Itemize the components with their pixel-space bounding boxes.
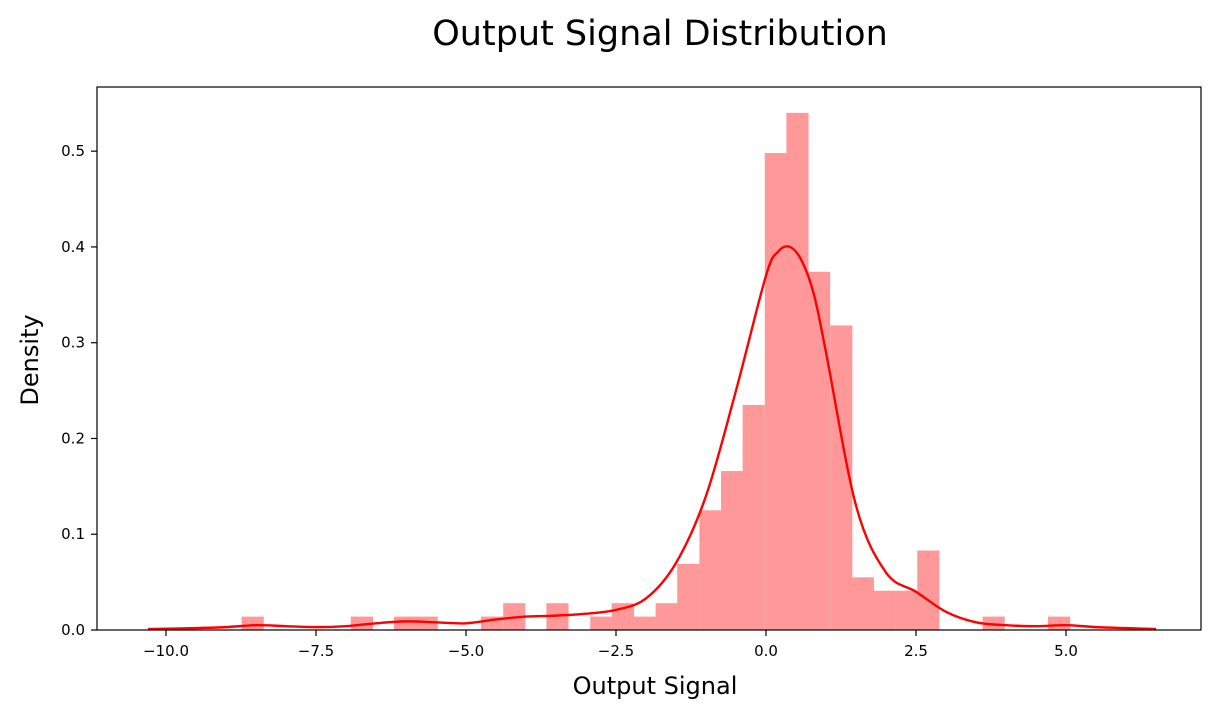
histogram-bar [851, 577, 874, 630]
x-tick-label: 5.0 [1054, 642, 1078, 660]
x-tick-label: −10.0 [143, 642, 189, 660]
histogram-bar [808, 271, 831, 630]
x-axis-ticks: −10.0 −7.5 −5.0 −2.5 0.0 2.5 5.0 [143, 630, 1078, 660]
x-tick-label: −2.5 [598, 642, 634, 660]
histogram-bar [873, 590, 896, 630]
plot-frame [96, 86, 1202, 631]
histogram-bars [241, 112, 1071, 631]
y-axis-label: Density [16, 314, 44, 405]
x-tick-label: −5.0 [448, 642, 484, 660]
histogram-bar [655, 603, 678, 630]
kde-curve [147, 245, 1157, 631]
histogram-bar [350, 616, 373, 630]
histogram-bar [721, 471, 744, 630]
histogram-bar [590, 616, 613, 630]
y-tick-label: 0.4 [61, 238, 85, 256]
x-tick-label: −7.5 [298, 642, 334, 660]
histogram-bar [1048, 616, 1071, 630]
y-tick-label: 0.5 [61, 142, 85, 160]
histogram-bar [786, 112, 809, 631]
histogram-bar [241, 616, 264, 630]
histogram-bar [677, 563, 700, 630]
x-tick-label: 0.0 [754, 642, 778, 660]
histogram-bar [742, 404, 765, 630]
histogram-bar [699, 510, 722, 630]
histogram-bar [394, 616, 417, 630]
histogram-bar [917, 550, 940, 630]
y-tick-label: 0.1 [61, 525, 85, 543]
y-tick-label: 0.2 [61, 429, 85, 447]
chart-title: Output Signal Distribution [432, 14, 888, 54]
histogram-bar [634, 616, 657, 630]
histogram-bar [895, 590, 918, 630]
histogram-bar [764, 153, 787, 631]
histogram-bar [982, 616, 1005, 630]
x-axis-label: Output Signal [573, 672, 738, 700]
y-tick-label: 0.3 [61, 334, 85, 352]
x-tick-label: 2.5 [904, 642, 928, 660]
y-tick-label: 0.0 [61, 621, 85, 639]
histogram-bar [415, 616, 438, 630]
y-axis-ticks: 0.0 0.1 0.2 0.3 0.4 0.5 [61, 142, 97, 639]
